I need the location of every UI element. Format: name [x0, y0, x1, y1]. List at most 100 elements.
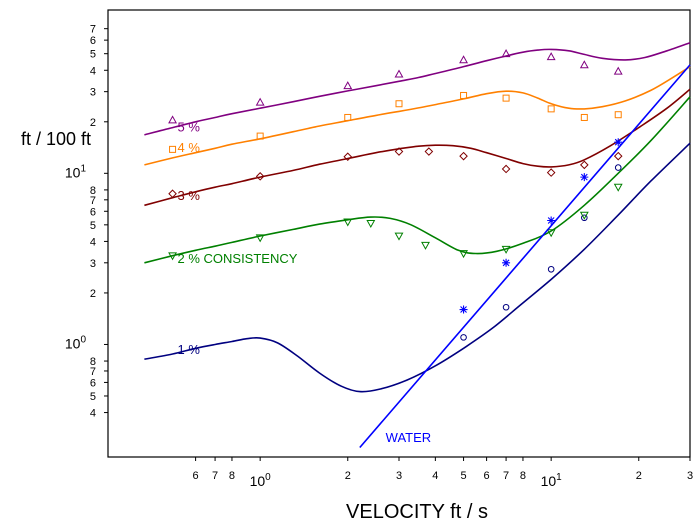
x-tick-label: 3 [687, 470, 693, 482]
x-tick-exponent: 1 [556, 472, 562, 483]
x-tick-label: 101 [541, 472, 563, 489]
data-point [547, 105, 555, 113]
x-tick-label: 7 [503, 470, 509, 482]
y-tick-label: 6 [90, 206, 96, 218]
data-point [394, 69, 404, 78]
series-label: WATER [386, 430, 432, 445]
x-tick-label: 2 [345, 470, 351, 482]
series-line [144, 96, 691, 264]
data-point [255, 172, 265, 181]
series-0 [144, 142, 691, 393]
data-point [256, 132, 264, 140]
data-point [394, 232, 404, 241]
data-point [255, 234, 265, 243]
data-point [343, 152, 353, 162]
x-tick-label: 8 [520, 470, 526, 482]
series-line [359, 64, 691, 449]
x-tick-label: 8 [229, 470, 235, 482]
y-tick-label: 2 [90, 288, 96, 300]
series-1 [144, 96, 691, 264]
data-point [459, 250, 469, 259]
series-line [144, 41, 691, 136]
data-point [168, 252, 178, 261]
data-point [459, 151, 468, 161]
data-point [546, 52, 556, 61]
y-tick-exponent: 0 [80, 334, 86, 345]
y-tick-label: 3 [90, 87, 96, 99]
data-point [614, 111, 622, 119]
y-tick-label: 101 [65, 163, 87, 180]
data-point [366, 219, 376, 228]
data-point [546, 229, 556, 238]
data-point [168, 189, 177, 199]
y-tick-label: 100 [65, 334, 87, 351]
y-tick-label: 4 [90, 65, 96, 77]
data-point [580, 113, 588, 121]
x-tick-label: 2 [636, 470, 642, 482]
data-point [344, 113, 352, 121]
y-tick-label: 4 [90, 236, 96, 248]
x-tick-label: 7 [212, 470, 218, 482]
data-point [614, 164, 622, 171]
series-label: 3 % [178, 188, 201, 203]
y-tick-label: 2 [90, 117, 96, 129]
y-tick-label: 7 [90, 195, 96, 207]
data-point [255, 97, 265, 106]
x-axis-ticks: 6 7 8 100 2 3 4 5 6 7 8 101 2 3 [193, 457, 693, 489]
data-point [613, 66, 623, 75]
data-point [169, 145, 177, 153]
data-point [580, 173, 589, 182]
y-tick-label: 3 [90, 258, 96, 270]
y-tick-label: 7 [90, 24, 96, 36]
x-tick-exponent: 0 [265, 472, 271, 483]
x-tick-label: 5 [460, 470, 466, 482]
x-tick-label: 6 [484, 470, 490, 482]
data-point [613, 151, 623, 161]
data-point [502, 258, 511, 267]
data-point [421, 241, 430, 250]
data-point [501, 245, 511, 254]
data-point [459, 305, 468, 314]
data-point [579, 211, 589, 220]
data-point [460, 91, 468, 99]
series-labels: 1 % 2 % CONSISTENCY 3 % 4 % 5 % WATER [178, 120, 432, 445]
series-group [144, 41, 691, 449]
data-point [502, 94, 510, 102]
series-line [144, 65, 691, 166]
x-tick-label: 3 [396, 470, 402, 482]
y-tick-exponent: 1 [80, 163, 86, 174]
data-point [459, 55, 469, 64]
series-3 [144, 65, 691, 166]
data-point [580, 160, 589, 170]
x-tick-label: 4 [432, 470, 438, 482]
series-label: 5 % [178, 120, 201, 135]
y-tick-label: 7 [90, 366, 96, 378]
x-axis-label: VELOCITY ft / s [346, 501, 488, 521]
series-label: 4 % [178, 140, 201, 155]
y-tick-label: 8 [90, 356, 96, 368]
data-point [547, 216, 556, 225]
series-line [144, 142, 691, 393]
series-2 [144, 88, 691, 207]
data-point [460, 334, 467, 341]
y-axis-label: ft / 100 ft [21, 129, 91, 149]
y-tick-label: 6 [90, 35, 96, 47]
data-point [168, 115, 178, 124]
y-tick-label: 8 [90, 185, 96, 197]
data-point [502, 303, 510, 311]
y-tick-label: 6 [90, 377, 96, 389]
y-tick-label: 5 [90, 220, 96, 232]
data-point [546, 168, 556, 177]
data-point [547, 265, 555, 273]
data-point [581, 214, 588, 222]
data-point [395, 100, 403, 108]
data-point [343, 218, 353, 227]
data-point [579, 60, 589, 69]
y-tick-label: 5 [90, 391, 96, 403]
data-point [501, 164, 511, 174]
data-point [394, 147, 404, 156]
data-point [501, 49, 511, 58]
series-line [144, 88, 691, 207]
series-label: 2 % CONSISTENCY [178, 251, 298, 266]
